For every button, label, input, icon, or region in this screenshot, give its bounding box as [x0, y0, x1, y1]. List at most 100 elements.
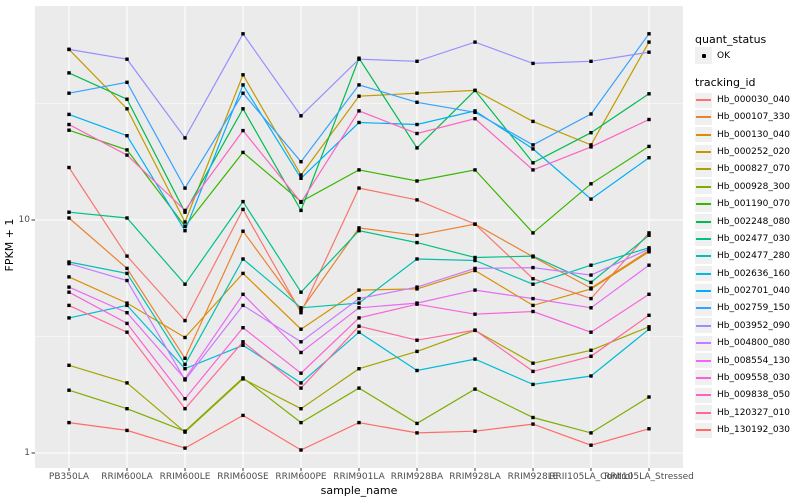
legend-key-Hb_002636_160 — [695, 266, 712, 282]
data-point-marker — [183, 407, 187, 411]
x-tick-label: RRIM928LA — [449, 472, 501, 482]
legend-line-swatch-icon — [696, 168, 711, 171]
data-point-marker — [473, 328, 477, 332]
x-axis-title: sample_name — [320, 484, 398, 497]
data-point-marker — [183, 446, 187, 450]
legend-key-Hb_002701_040 — [695, 283, 712, 299]
data-point-marker — [241, 91, 245, 95]
data-point-marker — [241, 340, 245, 344]
data-point-marker — [589, 348, 593, 352]
data-point-marker — [647, 327, 651, 331]
data-point-marker — [473, 117, 477, 121]
legend-label-Hb_002477_280: Hb_002477_280 — [717, 251, 791, 262]
data-point-marker — [183, 220, 187, 224]
legend-line-swatch-icon — [696, 376, 711, 379]
data-point-marker — [357, 296, 361, 301]
legend-line-swatch-icon — [696, 342, 711, 345]
data-point-marker — [589, 273, 593, 277]
legend-line-swatch-icon — [696, 116, 711, 119]
legend-label-Hb_000130_040: Hb_000130_040 — [717, 129, 791, 140]
data-point-marker — [647, 144, 651, 149]
data-point-marker — [67, 210, 71, 214]
data-point-marker — [241, 73, 245, 77]
data-point-marker — [531, 143, 535, 147]
legend-label-Hb_000107_330: Hb_000107_330 — [717, 112, 791, 123]
x-tick-label: RRIM600LA — [101, 472, 153, 482]
x-tick-label: RRIM600SE — [217, 472, 269, 482]
data-point-marker — [531, 422, 535, 426]
data-point-marker — [67, 165, 71, 170]
data-point-marker — [589, 59, 593, 63]
data-point-marker — [531, 282, 535, 286]
legend-key-Hb_004800_080 — [695, 335, 712, 351]
data-point-marker — [415, 233, 419, 237]
data-point-marker — [299, 290, 303, 294]
data-point-marker — [647, 231, 651, 235]
data-point-marker — [357, 386, 361, 390]
data-point-marker — [473, 387, 477, 391]
data-point-marker — [531, 147, 535, 151]
data-point-marker — [125, 321, 129, 326]
data-point-marker — [67, 290, 71, 294]
legend: quant_status OK tracking_id Hb_000030_04… — [690, 0, 800, 500]
data-point-marker — [241, 199, 245, 204]
data-point-marker — [473, 255, 477, 260]
legend-label-Hb_009838_050: Hb_009838_050 — [717, 390, 791, 401]
data-point-marker — [183, 136, 187, 140]
data-point-marker — [415, 240, 419, 245]
data-point-marker — [241, 207, 245, 212]
data-point-marker — [183, 282, 187, 286]
data-point-marker — [183, 429, 187, 433]
legend-line-swatch-icon — [696, 411, 711, 414]
legend-label-Hb_009558_030: Hb_009558_030 — [717, 372, 791, 383]
data-point-marker — [531, 277, 535, 281]
x-tick-label: PB350LA — [48, 472, 90, 482]
data-point-marker — [357, 109, 361, 113]
legend-title-quant-status: quant_status — [695, 33, 767, 46]
data-point-marker — [473, 258, 477, 263]
data-point-marker — [183, 377, 187, 381]
data-point-marker — [125, 80, 129, 84]
legend-line-swatch-icon — [696, 290, 711, 293]
data-point-marker — [125, 216, 129, 220]
legend-line-swatch-icon — [696, 203, 711, 206]
data-point-marker — [299, 350, 303, 355]
data-point-marker — [531, 361, 535, 365]
legend-key-quant-ok — [695, 47, 712, 64]
data-point-marker — [183, 335, 187, 340]
data-point-marker — [125, 266, 129, 271]
data-point-marker — [125, 303, 129, 308]
data-point-marker — [67, 303, 71, 308]
legend-line-swatch-icon — [696, 272, 711, 275]
data-point-marker — [183, 224, 187, 228]
data-point-marker — [589, 330, 593, 334]
data-point-marker — [589, 143, 593, 147]
legend-line-swatch-icon — [696, 359, 711, 362]
legend-label-Hb_000928_300: Hb_000928_300 — [717, 181, 791, 192]
data-point-marker — [473, 110, 477, 114]
x-tick-label: RRII105LA_Control — [549, 472, 633, 482]
legend-key-Hb_130192_030 — [695, 422, 712, 438]
data-point-marker — [531, 265, 535, 270]
data-point-marker — [415, 338, 419, 342]
legend-key-Hb_002248_080 — [695, 214, 712, 230]
data-point-marker — [183, 356, 187, 360]
legend-line-swatch-icon — [696, 394, 711, 397]
legend-key-Hb_009558_030 — [695, 370, 712, 386]
data-point-marker — [299, 200, 303, 205]
data-point-marker — [531, 309, 535, 314]
data-point-marker — [125, 301, 129, 305]
data-point-marker — [125, 278, 129, 283]
legend-label-Hb_008554_130: Hb_008554_130 — [717, 355, 791, 366]
data-point-marker — [357, 324, 361, 328]
legend-key-Hb_000107_330 — [695, 109, 712, 125]
data-point-marker — [241, 257, 245, 261]
data-point-marker — [589, 131, 593, 135]
data-point-marker — [357, 168, 361, 172]
legend-line-swatch-icon — [696, 255, 711, 258]
data-point-marker — [473, 88, 477, 93]
data-point-marker — [647, 92, 651, 96]
legend-label-Hb_002636_160: Hb_002636_160 — [717, 268, 791, 279]
data-point-marker — [125, 57, 129, 61]
